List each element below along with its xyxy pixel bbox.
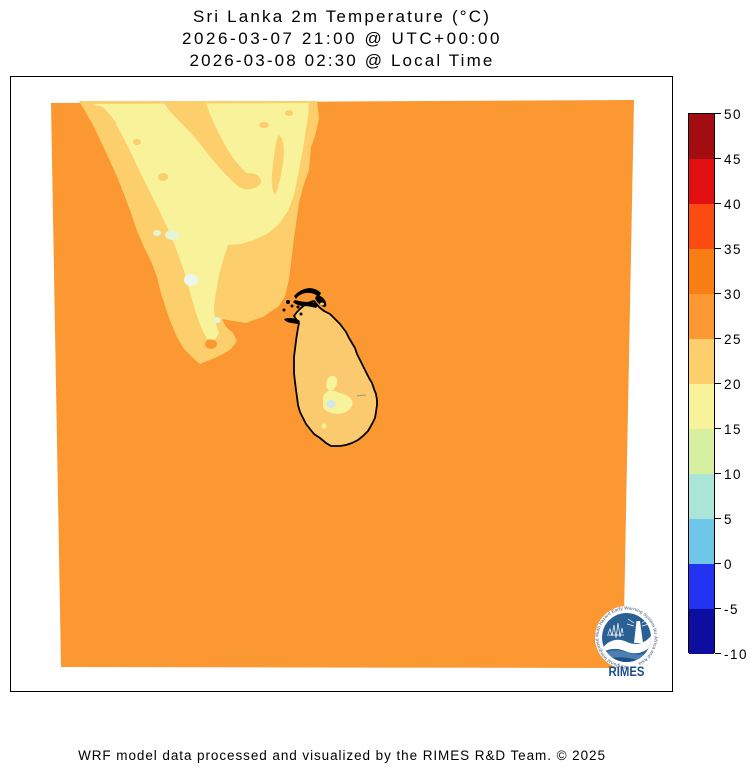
svg-text:RIMES: RIMES [609, 663, 645, 679]
